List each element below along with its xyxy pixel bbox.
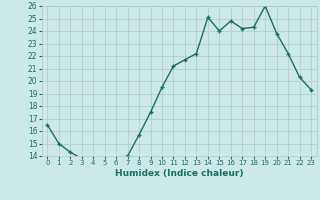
X-axis label: Humidex (Indice chaleur): Humidex (Indice chaleur) (115, 169, 244, 178)
